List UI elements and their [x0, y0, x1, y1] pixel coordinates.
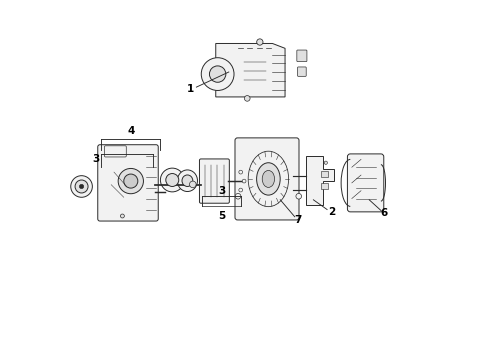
Circle shape [118, 168, 144, 194]
FancyBboxPatch shape [98, 145, 158, 221]
Polygon shape [216, 44, 285, 97]
Circle shape [209, 66, 226, 82]
Text: 5: 5 [218, 211, 225, 221]
Circle shape [79, 184, 84, 189]
FancyBboxPatch shape [321, 171, 328, 177]
FancyBboxPatch shape [297, 67, 306, 76]
Ellipse shape [257, 163, 280, 195]
FancyBboxPatch shape [297, 50, 307, 62]
Circle shape [242, 179, 246, 183]
Ellipse shape [177, 170, 197, 192]
Text: 3: 3 [92, 154, 99, 165]
Text: 6: 6 [381, 208, 388, 219]
Text: 2: 2 [328, 207, 335, 217]
Circle shape [160, 168, 184, 192]
Circle shape [201, 58, 234, 90]
FancyBboxPatch shape [199, 159, 229, 203]
Circle shape [235, 193, 241, 199]
Circle shape [121, 214, 124, 218]
Circle shape [71, 176, 92, 197]
Circle shape [257, 39, 263, 45]
Circle shape [296, 193, 301, 199]
Polygon shape [306, 156, 334, 206]
Text: 1: 1 [187, 84, 194, 94]
Circle shape [245, 95, 250, 101]
Circle shape [190, 181, 196, 188]
Text: 7: 7 [294, 215, 301, 225]
Text: 4: 4 [128, 126, 135, 136]
Text: 3: 3 [218, 186, 225, 196]
Circle shape [124, 174, 138, 188]
Ellipse shape [262, 170, 274, 188]
Circle shape [75, 180, 88, 193]
Circle shape [324, 161, 327, 164]
Circle shape [166, 174, 179, 186]
FancyBboxPatch shape [104, 146, 126, 157]
Circle shape [239, 170, 243, 174]
Circle shape [239, 188, 243, 192]
FancyBboxPatch shape [235, 138, 299, 220]
FancyBboxPatch shape [321, 183, 328, 189]
FancyBboxPatch shape [347, 154, 384, 212]
Ellipse shape [182, 175, 193, 186]
